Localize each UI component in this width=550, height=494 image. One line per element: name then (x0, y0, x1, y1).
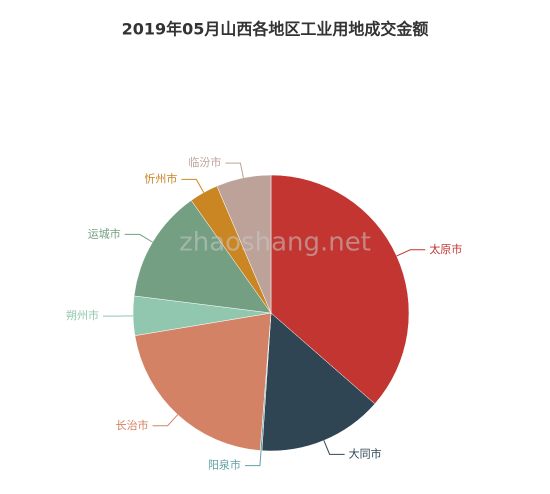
pie-slice (135, 313, 271, 451)
watermark: zhaoshang.net (179, 228, 371, 258)
slice-label: 忻州市 (144, 171, 177, 185)
leader-line (324, 440, 345, 454)
leader-line (125, 234, 153, 242)
leader-line (181, 179, 203, 192)
leader-line (245, 451, 261, 466)
slice-label: 朔州市 (66, 308, 99, 322)
slice-label: 阳泉市 (208, 458, 241, 472)
leader-line (153, 415, 178, 426)
slice-label: 太原市 (429, 242, 462, 256)
leader-line (225, 163, 243, 178)
chart-title: 2019年05月山西各地区工业用地成交金额 (122, 20, 429, 39)
slice-label: 大同市 (349, 446, 382, 460)
slice-label: 长治市 (116, 418, 149, 432)
leader-line (397, 250, 426, 256)
slice-label: 临汾市 (188, 155, 221, 169)
slice-label: 运城市 (88, 226, 121, 240)
